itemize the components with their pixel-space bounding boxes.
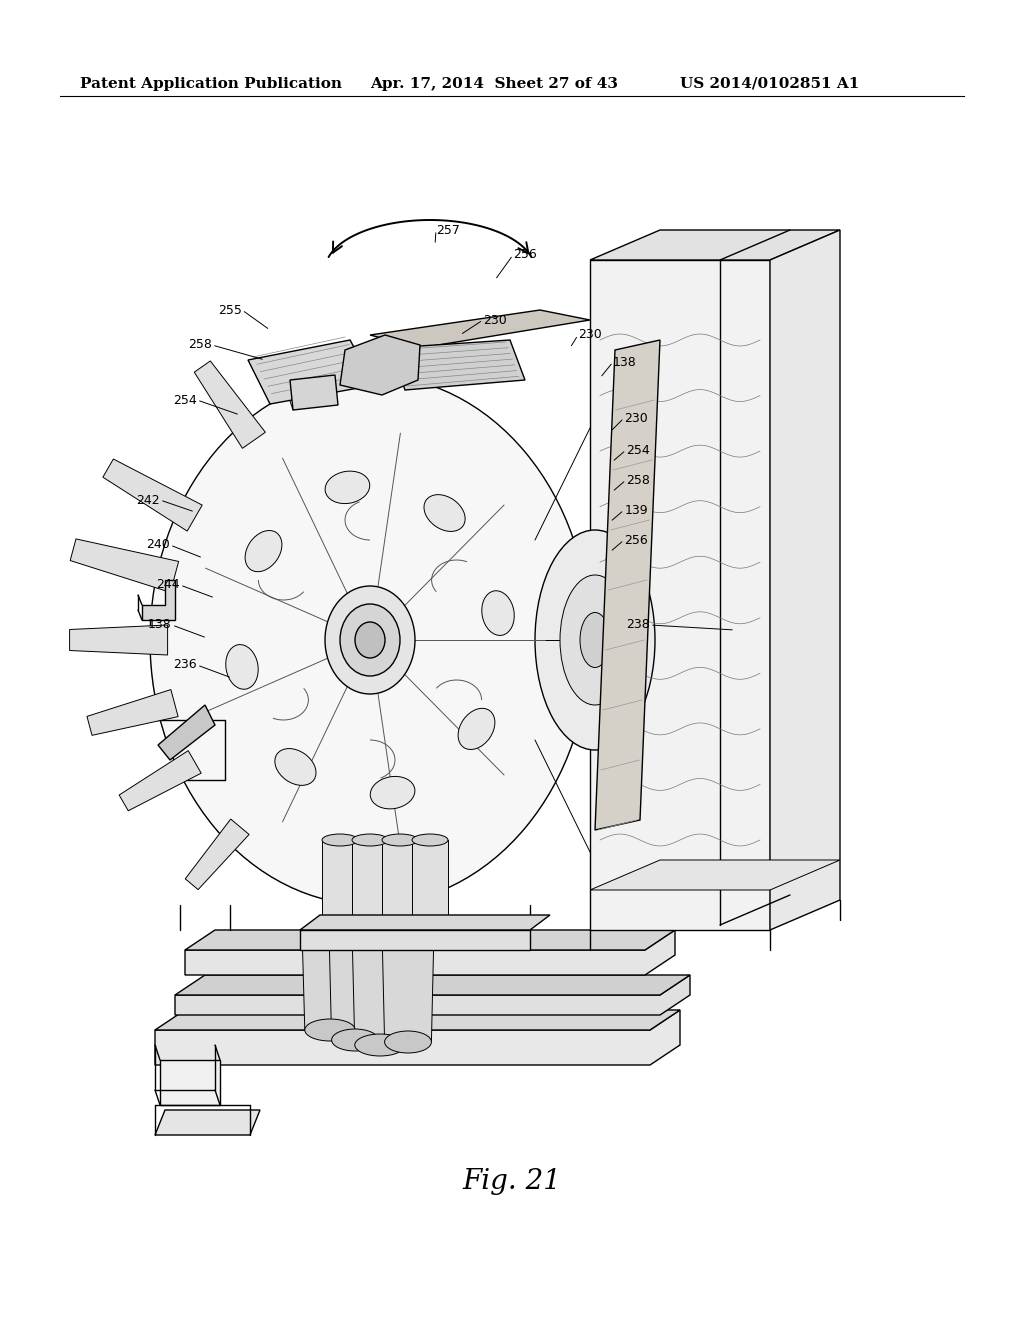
Polygon shape: [595, 341, 660, 830]
Text: 256: 256: [513, 248, 537, 261]
Ellipse shape: [385, 1031, 431, 1053]
Polygon shape: [329, 931, 381, 1040]
Text: 138: 138: [148, 619, 172, 631]
Ellipse shape: [322, 834, 358, 846]
Polygon shape: [382, 840, 418, 931]
Polygon shape: [390, 341, 525, 389]
Ellipse shape: [354, 1034, 406, 1056]
Polygon shape: [175, 975, 690, 995]
Ellipse shape: [325, 471, 370, 504]
Ellipse shape: [580, 612, 610, 668]
Polygon shape: [70, 624, 168, 655]
Text: 138: 138: [613, 355, 637, 368]
Polygon shape: [195, 360, 265, 449]
Ellipse shape: [274, 748, 316, 785]
Polygon shape: [300, 915, 550, 931]
Ellipse shape: [535, 531, 655, 750]
Polygon shape: [590, 260, 770, 931]
Polygon shape: [102, 459, 202, 531]
Ellipse shape: [355, 622, 385, 657]
Polygon shape: [185, 818, 249, 890]
Polygon shape: [352, 931, 408, 1045]
Ellipse shape: [382, 834, 418, 846]
Text: 230: 230: [579, 329, 602, 342]
Polygon shape: [412, 840, 449, 931]
Text: Patent Application Publication: Patent Application Publication: [80, 77, 342, 91]
Ellipse shape: [560, 576, 630, 705]
Text: 255: 255: [218, 304, 242, 317]
Text: 244: 244: [157, 578, 180, 591]
Polygon shape: [770, 230, 840, 931]
Ellipse shape: [325, 586, 415, 694]
Polygon shape: [302, 931, 358, 1030]
Text: 230: 230: [483, 314, 507, 326]
Polygon shape: [248, 341, 375, 404]
Polygon shape: [185, 931, 675, 975]
Text: 230: 230: [624, 412, 648, 425]
Text: Apr. 17, 2014  Sheet 27 of 43: Apr. 17, 2014 Sheet 27 of 43: [370, 77, 618, 91]
Ellipse shape: [225, 644, 258, 689]
Ellipse shape: [352, 834, 388, 846]
Polygon shape: [590, 861, 840, 890]
Ellipse shape: [371, 776, 415, 809]
Polygon shape: [158, 705, 215, 760]
Text: 139: 139: [625, 503, 648, 516]
Polygon shape: [382, 931, 434, 1041]
Polygon shape: [290, 375, 338, 411]
Polygon shape: [352, 840, 388, 931]
Polygon shape: [590, 230, 840, 260]
Polygon shape: [71, 539, 178, 593]
Ellipse shape: [424, 495, 465, 532]
Polygon shape: [185, 931, 675, 950]
Polygon shape: [300, 931, 530, 950]
Text: 236: 236: [173, 659, 197, 672]
Text: 256: 256: [624, 533, 648, 546]
Ellipse shape: [245, 531, 282, 572]
Polygon shape: [370, 310, 590, 348]
Polygon shape: [322, 840, 358, 931]
Polygon shape: [155, 1110, 260, 1135]
Text: 242: 242: [136, 494, 160, 507]
Polygon shape: [155, 1010, 680, 1030]
Polygon shape: [119, 751, 202, 810]
Ellipse shape: [305, 1019, 355, 1041]
Polygon shape: [87, 689, 178, 735]
Polygon shape: [340, 335, 420, 395]
Polygon shape: [160, 1060, 220, 1105]
Ellipse shape: [340, 605, 400, 676]
Ellipse shape: [150, 375, 590, 906]
Ellipse shape: [412, 834, 449, 846]
Ellipse shape: [458, 709, 495, 750]
Polygon shape: [175, 975, 690, 1015]
Text: 238: 238: [626, 619, 650, 631]
Text: 258: 258: [626, 474, 650, 487]
Text: Fig. 21: Fig. 21: [463, 1168, 561, 1195]
Text: 240: 240: [146, 539, 170, 552]
Polygon shape: [142, 579, 175, 620]
Ellipse shape: [481, 591, 514, 635]
Polygon shape: [155, 1010, 680, 1065]
Text: 254: 254: [626, 444, 650, 457]
Text: US 2014/0102851 A1: US 2014/0102851 A1: [680, 77, 859, 91]
Ellipse shape: [332, 1030, 379, 1051]
Text: 258: 258: [188, 338, 212, 351]
Text: 257: 257: [436, 223, 460, 236]
Text: 254: 254: [173, 393, 197, 407]
